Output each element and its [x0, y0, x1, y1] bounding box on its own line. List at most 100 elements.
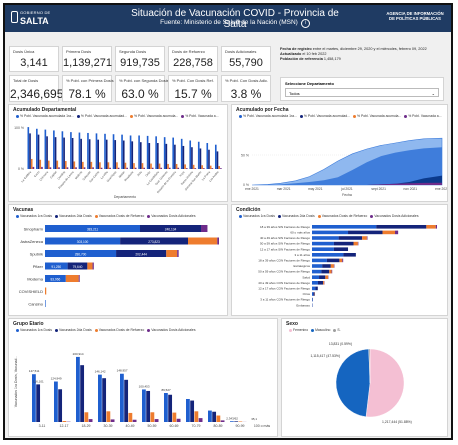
- kpi-label: Dosis Única: [13, 49, 35, 54]
- x-tick-label: Metán: [118, 170, 126, 179]
- kpi-card: Dosis de Refuerzo 228,758: [168, 46, 218, 72]
- y-category-label: Embarazo: [296, 303, 310, 307]
- bar-segment: [92, 262, 94, 270]
- source-text: Fuente: Ministerio de Salud de la Nación…: [160, 19, 298, 26]
- x-tick-label: ene 2022: [435, 187, 447, 191]
- kpi-card: % Pobl. con Primera Dosis 78.1 %: [62, 75, 114, 102]
- legend-label: Vacunados 1ra Dosis: [243, 214, 275, 218]
- bar-segment: [87, 262, 93, 270]
- x-tick-label: Los Andes: [208, 170, 220, 183]
- bar: [37, 134, 40, 169]
- bar-segment: [382, 230, 396, 235]
- kpi-card: Primera Dosis 1,139,271: [62, 46, 112, 72]
- data-label: 246,134: [165, 227, 177, 231]
- data-label: 35,1: [251, 417, 257, 421]
- bar-segment: [426, 225, 436, 229]
- bar: [129, 135, 132, 169]
- bar: [158, 163, 161, 169]
- x-tick-label: 90-99: [236, 424, 245, 428]
- legend-label: Masculino: [315, 328, 331, 332]
- legend-swatch: [94, 214, 98, 218]
- y-category-label: Pfizer: [33, 264, 44, 269]
- info-icon[interactable]: i: [300, 19, 310, 28]
- bar: [142, 389, 146, 422]
- department-dropdown[interactable]: Todos ⌄: [285, 88, 439, 97]
- bar-segment: [312, 247, 334, 251]
- updated-value: el 10 feb 2022: [302, 52, 327, 56]
- bar-segment: [342, 258, 344, 263]
- bar-segment: [338, 236, 363, 240]
- legend-swatch: [352, 114, 356, 118]
- pie-slice: [368, 348, 371, 384]
- population-value: 1,458,179: [323, 57, 341, 61]
- legend-swatch: [76, 114, 80, 118]
- bar: [87, 132, 89, 169]
- data-label: 200,914: [73, 352, 84, 356]
- legend-label: % Pobl. Vacunada acumula...: [133, 114, 179, 118]
- kpi-value: 55,790: [229, 57, 263, 69]
- bar: [78, 132, 81, 169]
- x-tick-label: Cachi: [33, 170, 41, 178]
- y-category-label: COVISHIELD: [19, 289, 43, 294]
- legend-swatch: [404, 114, 408, 118]
- bar: [73, 161, 76, 169]
- bar: [209, 165, 212, 169]
- panel-condicion: Condición Vacunados 1ra Dosis Vacunados 2…: [231, 204, 448, 316]
- x-tick-label: mar 2021: [277, 187, 291, 191]
- bar: [208, 410, 212, 422]
- y-category-label: 3 a 11 años: [295, 253, 311, 257]
- bar-segment: [323, 281, 325, 285]
- bar: [61, 131, 64, 169]
- bar: [194, 168, 197, 169]
- bar: [109, 167, 111, 169]
- bar: [105, 139, 108, 169]
- legend-swatch: [239, 214, 242, 218]
- bar-segment: [67, 262, 88, 270]
- panel-title: Grupo Etario: [13, 321, 44, 327]
- data-label: 2,343/62: [226, 416, 238, 420]
- x-tick-label: La Viña: [100, 170, 109, 180]
- legend-label: Vacunados 1ra Dosis: [20, 214, 52, 218]
- bar: [58, 167, 60, 169]
- legend-swatch: [147, 214, 151, 218]
- chart-sexo: 1,217,444 (51.88%) 1,115,417 (47.53%) 13,8…: [310, 342, 411, 424]
- legend-swatch: [54, 214, 58, 218]
- data-label: 13,831 (0.59%): [329, 342, 352, 346]
- data-label: 148,957: [117, 369, 128, 373]
- bar: [88, 139, 91, 169]
- bar-segment: [312, 236, 339, 240]
- x-tick-label: sept 2021: [371, 187, 386, 191]
- y-category-label: Cansino: [28, 302, 43, 307]
- y-category-label: Salud: [302, 275, 310, 279]
- chevron-down-icon: ⌄: [431, 91, 435, 96]
- bar-segment: [65, 275, 79, 282]
- legend-label: Vacunados 2da Dosis: [58, 328, 92, 332]
- bar: [143, 167, 146, 169]
- bar: [47, 160, 50, 169]
- bar-segment: [330, 264, 334, 268]
- bar-segment: [366, 236, 368, 240]
- chart-legend: Femenino Masculino S.: [286, 328, 341, 332]
- bar: [146, 135, 149, 169]
- legend-swatch: [277, 214, 281, 218]
- bar-segment: [45, 237, 121, 245]
- kpi-value: 63.0 %: [121, 87, 159, 101]
- legend-swatch: [181, 114, 185, 118]
- bar: [100, 167, 103, 169]
- bar: [110, 419, 115, 422]
- bar-segment: [45, 275, 66, 282]
- bar: [133, 163, 135, 169]
- bar: [132, 419, 137, 422]
- y-tick-label: 50 %: [241, 154, 249, 158]
- legend-swatch: [317, 214, 321, 218]
- population-line: Población de referencia 1,458,179: [280, 57, 445, 62]
- bar-segment: [315, 286, 318, 291]
- x-tick-label: 18-29: [82, 424, 91, 428]
- panel-title: Acumulado Departamental: [13, 107, 77, 113]
- legend-label: Vacunados Dosis Adicionales: [374, 214, 419, 218]
- bar-segment: [329, 269, 332, 274]
- bar: [102, 378, 107, 422]
- legend-swatch: [333, 328, 337, 332]
- chart-legend: Vacunados 1ra Dosis Vacunados 2da Dosis Va…: [236, 214, 419, 218]
- bar: [206, 143, 209, 169]
